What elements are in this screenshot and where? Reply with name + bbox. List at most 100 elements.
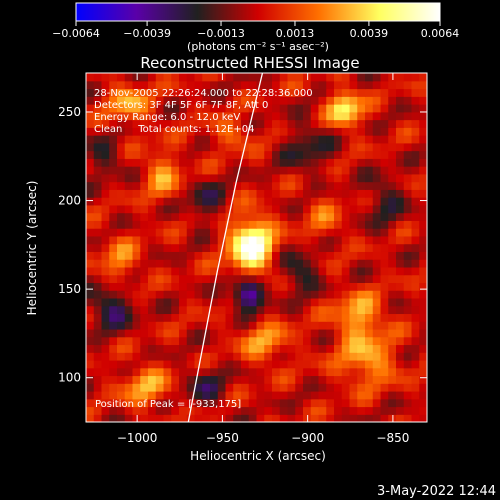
y-tick-label: 250 xyxy=(58,105,81,119)
heatmap-cell xyxy=(388,80,397,90)
heatmap-cell xyxy=(341,158,351,167)
heatmap-cell xyxy=(117,173,126,183)
heatmap-cell xyxy=(264,297,273,307)
heatmap-cell xyxy=(326,189,335,198)
heatmap-cell xyxy=(411,313,420,322)
heatmap-cell xyxy=(365,158,374,167)
heatmap-cell xyxy=(396,135,405,144)
heatmap-cell xyxy=(365,119,374,128)
heatmap-cell xyxy=(101,150,110,159)
heatmap-cell xyxy=(334,204,343,214)
heatmap-cell xyxy=(326,96,335,105)
heatmap-cell xyxy=(132,204,141,214)
heatmap-cell xyxy=(101,220,110,229)
heatmap-cell xyxy=(148,274,157,283)
heatmap-cell xyxy=(365,367,374,377)
heatmap-cell xyxy=(380,119,389,128)
heatmap-cell xyxy=(287,398,296,408)
heatmap-cell xyxy=(86,406,95,415)
heatmap-cell xyxy=(272,375,281,384)
heatmap-cell xyxy=(155,96,165,105)
heatmap-cell xyxy=(419,305,427,315)
heatmap-cell xyxy=(349,104,358,113)
heatmap-cell xyxy=(117,336,126,346)
heatmap-cell xyxy=(163,142,172,152)
heatmap-cell xyxy=(217,158,227,167)
heatmap-cell xyxy=(295,204,304,214)
heatmap-cell xyxy=(310,383,320,392)
heatmap-cell xyxy=(403,266,413,276)
heatmap-cell xyxy=(148,383,157,392)
heatmap-cell xyxy=(210,204,219,214)
heatmap-cell xyxy=(194,181,203,190)
heatmap-cell xyxy=(109,344,118,353)
heatmap-cell xyxy=(365,166,374,175)
heatmap-cell xyxy=(380,328,389,338)
heatmap-cell xyxy=(241,189,250,198)
heatmap-cell xyxy=(210,297,219,307)
heatmap-cell xyxy=(349,189,358,198)
heatmap-cell xyxy=(388,305,397,315)
heatmap-cell xyxy=(419,328,427,338)
heatmap-cell xyxy=(303,204,312,214)
heatmap-cell xyxy=(403,135,413,144)
heatmap-cell xyxy=(148,297,157,307)
heatmap-cell xyxy=(179,414,188,422)
heatmap-cell xyxy=(86,96,95,105)
heatmap-cell xyxy=(225,80,234,90)
heatmap-cell xyxy=(295,150,304,159)
heatmap-cell xyxy=(186,173,196,183)
heatmap-cell xyxy=(256,150,265,159)
heatmap-cell xyxy=(349,359,358,369)
heatmap-cell xyxy=(380,344,389,353)
heatmap-cell xyxy=(117,344,126,353)
heatmap-cell xyxy=(124,88,134,97)
heatmap-cell xyxy=(279,204,289,214)
heatmap-cell xyxy=(132,220,141,229)
heatmap-cell xyxy=(403,197,413,206)
heatmap-cell xyxy=(411,127,420,136)
heatmap-cell xyxy=(365,359,374,369)
heatmap-cell xyxy=(264,197,273,206)
heatmap-cell xyxy=(388,111,397,121)
heatmap-cell xyxy=(163,204,172,214)
heatmap-cell xyxy=(349,142,358,152)
heatmap-cell xyxy=(326,328,335,338)
heatmap-cell xyxy=(380,282,389,291)
heatmap-cell xyxy=(295,398,304,408)
heatmap-cell xyxy=(264,398,273,408)
heatmap-cell xyxy=(202,305,211,315)
heatmap-cell xyxy=(326,158,335,167)
heatmap-cell xyxy=(295,235,304,245)
heatmap-cell xyxy=(310,235,320,245)
heatmap-cell xyxy=(210,266,219,276)
heatmap-cell xyxy=(411,142,420,152)
heatmap-cell xyxy=(295,328,304,338)
heatmap-cell xyxy=(303,166,312,175)
heatmap-cell xyxy=(349,375,358,384)
heatmap-cell xyxy=(318,127,327,136)
heatmap-cell xyxy=(233,204,242,214)
heatmap-cell xyxy=(124,220,134,229)
heatmap-cell xyxy=(186,220,196,229)
heatmap-cell xyxy=(155,228,165,237)
heatmap-cell xyxy=(132,352,141,361)
heatmap-cell xyxy=(86,328,95,338)
heatmap-cell xyxy=(318,328,327,338)
heatmap-cell xyxy=(140,266,149,276)
heatmap-cell xyxy=(388,336,397,346)
heatmap-cell xyxy=(225,135,234,144)
heatmap-cell xyxy=(179,235,188,245)
heatmap-cell xyxy=(349,328,358,338)
heatmap-cell xyxy=(171,158,180,167)
heatmap-cell xyxy=(396,344,405,353)
heatmap-cell xyxy=(202,220,211,229)
heatmap-cell xyxy=(155,150,165,159)
heatmap-cell xyxy=(140,336,149,346)
heatmap-cell xyxy=(349,166,358,175)
heatmap-cell xyxy=(396,290,405,299)
heatmap-cell xyxy=(101,313,110,322)
heatmap-cell xyxy=(148,266,157,276)
heatmap-cell xyxy=(256,251,265,260)
heatmap-cell xyxy=(272,104,281,113)
